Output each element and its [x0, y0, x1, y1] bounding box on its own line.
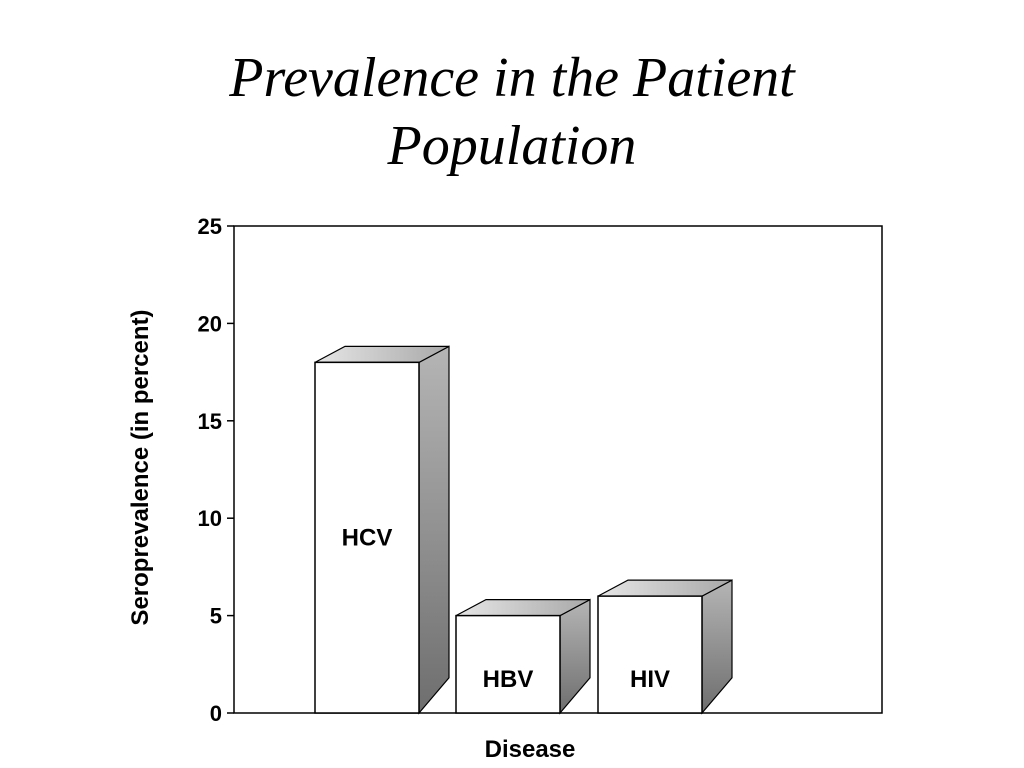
slide-title: Prevalence in the Patient Population — [0, 44, 1024, 180]
bar-side-face — [559, 598, 591, 715]
y-tick-label: 15 — [198, 409, 222, 434]
y-tick-label: 5 — [210, 604, 222, 629]
bar-category-label: HBV — [483, 666, 534, 693]
y-tick-label: 0 — [210, 701, 222, 726]
bar-category-label: HIV — [630, 666, 670, 693]
bar-category-label: HCV — [342, 525, 393, 552]
y-tick-label: 25 — [198, 214, 222, 239]
bar-front-face — [314, 361, 420, 714]
slide-title-line-1: Prevalence in the Patient — [229, 47, 795, 109]
y-axis-label: Seroprevalence (in percent) — [127, 309, 154, 625]
bar-side-face — [701, 579, 733, 715]
bar-front-face — [597, 595, 703, 714]
bar-hbv: HBV — [455, 598, 591, 715]
bar-front-face — [455, 614, 561, 714]
bar-hcv: HCV — [314, 345, 450, 715]
slide-title-line-2: Population — [387, 115, 637, 177]
y-tick-label: 10 — [198, 506, 222, 531]
x-axis-label: Disease — [485, 736, 576, 763]
bar-side-face — [418, 345, 450, 715]
y-tick-label: 20 — [198, 311, 222, 336]
bar-hiv: HIV — [597, 579, 733, 715]
